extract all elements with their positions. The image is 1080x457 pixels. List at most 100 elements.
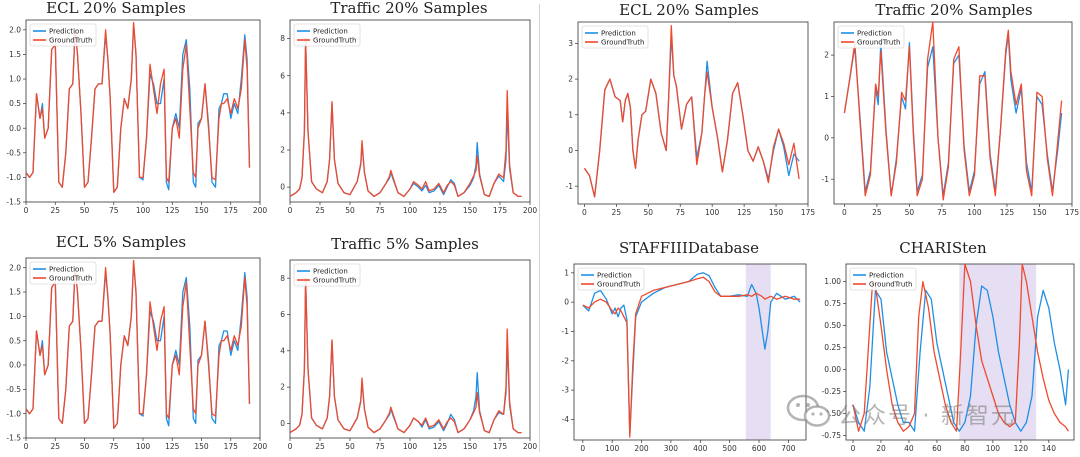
y-tick-label: -1: [566, 182, 574, 191]
y-tick-label: 0: [564, 298, 569, 307]
y-tick-label: -0.5: [6, 385, 21, 394]
x-tick-label: 200: [253, 442, 268, 451]
y-tick-label: 1.5: [9, 288, 21, 297]
x-tick-label: 100: [403, 206, 418, 215]
legend-prediction-label: Prediction: [597, 272, 632, 280]
chart-ecl-20-right: ECL 20% Samples 0 25 50 75 100 125 150 175 -1 0 1 2 3…: [566, 1, 816, 217]
x-tick-label: 0: [288, 442, 293, 451]
plot-frame: [577, 21, 809, 205]
x-tick-label: 0: [288, 206, 293, 215]
x-tick-label: 75: [675, 208, 685, 217]
y-tick-label: -0.5: [6, 148, 21, 157]
x-tick-label: 0: [580, 444, 585, 453]
x-tick-label: 150: [463, 442, 478, 451]
legend-groundtruth-label: GroundTruth: [869, 281, 913, 289]
panel-ecl-20-right: ECL 20% Samples 0 25 50 75 100 125 150 175 -1 0 1 2 3…: [542, 0, 816, 228]
legend-box: [577, 267, 645, 291]
y-tick-label: 1.0: [9, 75, 21, 84]
x-tick-label: 40: [904, 444, 914, 453]
x-tick-label: 175: [224, 442, 239, 451]
y-tick-label: 1.0: [9, 312, 21, 321]
x-tick-label: 75: [375, 206, 385, 215]
prediction-line: [289, 279, 522, 434]
legend-groundtruth-label: GroundTruth: [313, 277, 357, 285]
x-tick-label: 175: [1065, 208, 1080, 217]
watermark: 公众号 · 新智元: [780, 390, 1080, 434]
y-tick-label: -3: [562, 386, 570, 395]
x-tick-label: 500: [722, 444, 737, 453]
groundtruth-line: [289, 277, 522, 434]
x-tick-label: 75: [109, 442, 119, 451]
x-tick-label: 140: [1042, 444, 1057, 453]
y-tick-label: 4: [280, 346, 285, 355]
y-tick-label: 0.75: [824, 299, 841, 308]
legend-groundtruth-label: GroundTruth: [49, 275, 93, 283]
y-tick-label: -1: [562, 327, 570, 336]
x-tick-label: 80: [960, 444, 970, 453]
chart-ecl-20-left: ECL 20% Samples 0 25 50 75 100 125 150 175 200 -1.…: [6, 0, 267, 215]
x-tick-label: 50: [905, 208, 915, 217]
x-tick-label: 175: [493, 206, 508, 215]
x-tick-label: 0: [24, 206, 29, 215]
x-tick-label: 50: [80, 442, 90, 451]
x-tick-label: 150: [1032, 208, 1047, 217]
legend-box: [29, 23, 97, 47]
prediction-line: [843, 33, 1063, 197]
chart-charisten: CHARISten 0 20 40 60 80 100 120 140 -0.75 -0.50 -0.…: [822, 239, 1075, 453]
x-tick-label: 25: [315, 442, 325, 451]
x-tick-label: 0: [24, 442, 29, 451]
groundtruth-line: [583, 24, 800, 198]
x-tick-label: 0: [842, 208, 847, 217]
groundtruth-line: [25, 21, 251, 193]
y-tick-label: 0.50: [824, 321, 841, 330]
legend-groundtruth-label: GroundTruth: [601, 39, 645, 47]
y-tick-label: 1.5: [9, 50, 21, 59]
chart-ecl-5: ECL 5% Samples 0 25 50 75 100 125 150 175 200 -1.5…: [6, 233, 268, 451]
y-tick-label: -0.75: [822, 431, 842, 440]
y-tick-label: 8: [280, 274, 285, 283]
legend-box: [293, 23, 361, 47]
prediction-line: [583, 35, 800, 198]
x-tick-label: 100: [403, 442, 418, 451]
x-tick-label: 75: [109, 206, 119, 215]
groundtruth-line: [843, 21, 1063, 201]
y-tick-label: 3: [568, 39, 573, 48]
y-tick-label: 2.0: [9, 263, 21, 272]
panel-traffic-5: Traffic 5% Samples 0 25 50 75 100 125 150 175 200…: [268, 228, 537, 457]
panel-ecl-20-left: ECL 20% Samples 0 25 50 75 100 125 150 175 200 -1.…: [0, 0, 268, 228]
x-tick-label: 25: [315, 206, 325, 215]
x-tick-label: 125: [1000, 208, 1015, 217]
x-tick-label: 200: [634, 444, 649, 453]
y-tick-label: 0.0: [9, 124, 21, 133]
y-tick-label: 4: [280, 108, 285, 117]
prediction-line: [582, 272, 801, 435]
groundtruth-line: [25, 259, 251, 429]
x-tick-label: 100: [605, 444, 620, 453]
legend-prediction-label: Prediction: [49, 28, 84, 36]
x-tick-label: 100: [986, 444, 1001, 453]
y-tick-label: 1.00: [824, 277, 841, 286]
y-tick-label: -2: [562, 356, 570, 365]
x-tick-label: 125: [433, 206, 448, 215]
legend-prediction-label: Prediction: [313, 28, 348, 36]
y-tick-label: 8: [280, 34, 285, 43]
groundtruth-line: [582, 276, 801, 438]
y-tick-label: -1.0: [6, 409, 21, 418]
x-tick-label: 150: [194, 206, 209, 215]
x-tick-label: 175: [224, 206, 239, 215]
column-divider: [539, 4, 540, 452]
plot-frame: [573, 263, 807, 441]
y-tick-label: 0: [280, 419, 285, 428]
x-tick-label: 25: [50, 442, 60, 451]
x-tick-label: 100: [136, 206, 151, 215]
x-tick-label: 0: [582, 208, 587, 217]
x-tick-label: 100: [136, 442, 151, 451]
groundtruth-line: [852, 263, 1069, 432]
panel-ecl-5: ECL 5% Samples 0 25 50 75 100 125 150 175 200 -1.5…: [0, 228, 268, 457]
x-tick-label: 75: [937, 208, 947, 217]
y-tick-label: 0.5: [9, 336, 21, 345]
chart-title: Traffic 20% Samples: [330, 0, 487, 17]
